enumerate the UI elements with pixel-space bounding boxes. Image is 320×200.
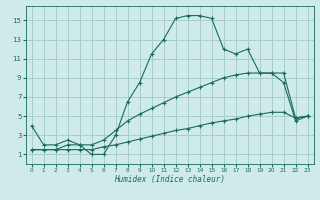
X-axis label: Humidex (Indice chaleur): Humidex (Indice chaleur) <box>114 175 225 184</box>
